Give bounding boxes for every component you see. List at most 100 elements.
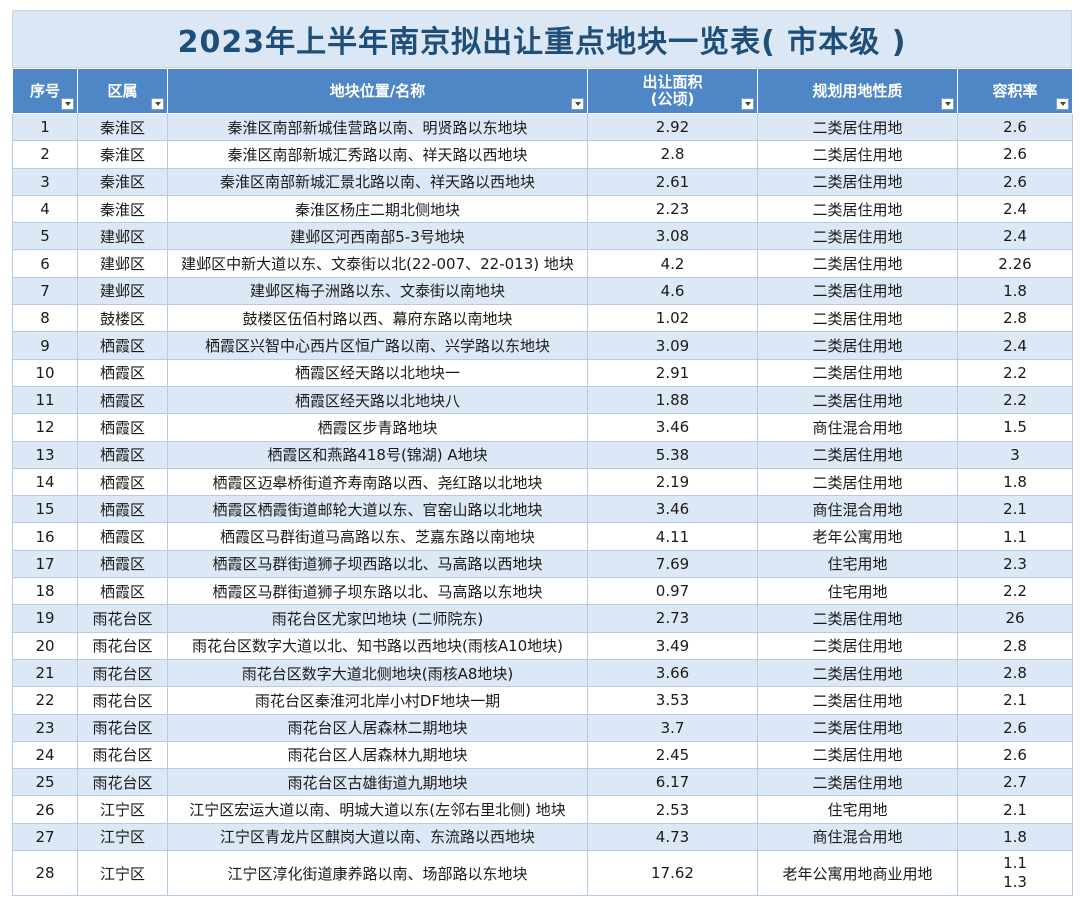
header-area[interactable]: 出让面积 (公顷) bbox=[587, 68, 758, 114]
cell-no[interactable]: 11 bbox=[12, 385, 78, 415]
cell-location[interactable]: 秦淮区南部新城汇景北路以南、祥天路以西地块 bbox=[167, 167, 588, 196]
cell-area[interactable]: 7.69 bbox=[587, 549, 758, 579]
cell-no[interactable]: 25 bbox=[12, 768, 78, 797]
cell-district[interactable]: 雨花台区 bbox=[77, 768, 168, 797]
cell-area[interactable]: 2.19 bbox=[587, 467, 758, 497]
filter-dropdown-icon[interactable] bbox=[571, 98, 584, 110]
cell-location[interactable]: 雨花台区数字大道以北、知书路以西地块(雨核A10地块) bbox=[167, 631, 588, 660]
cell-use[interactable]: 二类居住用地 bbox=[757, 740, 958, 770]
cell-no[interactable]: 12 bbox=[12, 413, 78, 442]
cell-no[interactable]: 26 bbox=[12, 795, 78, 824]
table-row[interactable]: 3 秦淮区 秦淮区南部新城汇景北路以南、祥天路以西地块 2.61 二类居住用地 2.6 bbox=[12, 167, 1073, 196]
header-far[interactable]: 容积率 bbox=[957, 68, 1073, 114]
cell-no[interactable]: 15 bbox=[12, 495, 78, 524]
cell-no[interactable]: 16 bbox=[12, 522, 78, 551]
cell-use[interactable]: 二类居住用地 bbox=[757, 686, 958, 715]
cell-far[interactable]: 2.7 bbox=[957, 768, 1073, 797]
table-row[interactable]: 11 栖霞区 栖霞区经天路以北地块八 1.88 二类居住用地 2.2 bbox=[12, 385, 1073, 415]
table-row[interactable]: 2 秦淮区 秦淮区南部新城汇秀路以南、祥天路以西地块 2.8 二类居住用地 2.6 bbox=[12, 140, 1073, 169]
cell-location[interactable]: 建邺区中新大道以东、文泰街以北(22-007、22-013) 地块 bbox=[167, 249, 588, 278]
header-location[interactable]: 地块位置/名称 bbox=[167, 68, 588, 114]
cell-location[interactable]: 雨花台区尤家凹地块 (二师院东) bbox=[167, 604, 588, 633]
cell-use[interactable]: 二类居住用地 bbox=[757, 331, 958, 360]
table-row[interactable]: 15 栖霞区 栖霞区栖霞街道邮轮大道以东、官窑山路以北地块 3.46 商住混合用地 2.1 bbox=[12, 495, 1073, 524]
cell-district[interactable]: 雨花台区 bbox=[77, 686, 168, 715]
cell-location[interactable]: 鼓楼区伍佰村路以西、幕府东路以南地块 bbox=[167, 304, 588, 333]
cell-area[interactable]: 3.46 bbox=[587, 495, 758, 524]
cell-location[interactable]: 栖霞区迈皋桥街道齐寿南路以西、尧红路以北地块 bbox=[167, 467, 588, 497]
cell-use[interactable]: 二类居住用地 bbox=[757, 167, 958, 196]
cell-district[interactable]: 栖霞区 bbox=[77, 440, 168, 469]
cell-location[interactable]: 雨花台区数字大道北侧地块(雨核A8地块) bbox=[167, 658, 588, 688]
cell-location[interactable]: 江宁区淳化街道康养路以南、场部路以东地块 bbox=[167, 850, 588, 897]
cell-no[interactable]: 23 bbox=[12, 713, 78, 742]
cell-location[interactable]: 雨花台区人居森林二期地块 bbox=[167, 713, 588, 742]
cell-area[interactable]: 4.6 bbox=[587, 276, 758, 306]
cell-far[interactable]: 2.4 bbox=[957, 194, 1073, 224]
cell-no[interactable]: 13 bbox=[12, 440, 78, 469]
cell-district[interactable]: 栖霞区 bbox=[77, 385, 168, 415]
cell-area[interactable]: 2.23 bbox=[587, 194, 758, 224]
cell-district[interactable]: 秦淮区 bbox=[77, 140, 168, 169]
cell-far[interactable]: 2.2 bbox=[957, 577, 1073, 606]
table-row[interactable]: 8 鼓楼区 鼓楼区伍佰村路以西、幕府东路以南地块 1.02 二类居住用地 2.8 bbox=[12, 304, 1073, 333]
cell-location[interactable]: 秦淮区杨庄二期北侧地块 bbox=[167, 194, 588, 224]
table-row[interactable]: 24 雨花台区 雨花台区人居森林九期地块 2.45 二类居住用地 2.6 bbox=[12, 740, 1073, 770]
cell-district[interactable]: 江宁区 bbox=[77, 822, 168, 852]
cell-no[interactable]: 17 bbox=[12, 549, 78, 579]
cell-use[interactable]: 二类居住用地 bbox=[757, 249, 958, 278]
cell-district[interactable]: 栖霞区 bbox=[77, 331, 168, 360]
cell-area[interactable]: 4.2 bbox=[587, 249, 758, 278]
cell-use[interactable]: 二类居住用地 bbox=[757, 440, 958, 469]
cell-area[interactable]: 3.53 bbox=[587, 686, 758, 715]
cell-use[interactable]: 二类居住用地 bbox=[757, 768, 958, 797]
filter-dropdown-icon[interactable] bbox=[61, 98, 74, 110]
table-row[interactable]: 27 江宁区 江宁区青龙片区麒岗大道以南、东流路以西地块 4.73 商住混合用地 1.8 bbox=[12, 822, 1073, 852]
cell-area[interactable]: 2.73 bbox=[587, 604, 758, 633]
cell-location[interactable]: 栖霞区马群街道狮子坝东路以北、马高路以东地块 bbox=[167, 577, 588, 606]
cell-far[interactable]: 2.8 bbox=[957, 631, 1073, 660]
cell-far[interactable]: 2.3 bbox=[957, 549, 1073, 579]
cell-far[interactable]: 1.8 bbox=[957, 467, 1073, 497]
table-row[interactable]: 9 栖霞区 栖霞区兴智中心西片区恒广路以南、兴学路以东地块 3.09 二类居住用地 2.4 bbox=[12, 331, 1073, 360]
cell-location[interactable]: 栖霞区经天路以北地块八 bbox=[167, 385, 588, 415]
cell-area[interactable]: 0.97 bbox=[587, 577, 758, 606]
table-row[interactable]: 7 建邺区 建邺区梅子洲路以东、文泰街以南地块 4.6 二类居住用地 1.8 bbox=[12, 276, 1073, 306]
cell-district[interactable]: 秦淮区 bbox=[77, 194, 168, 224]
table-row[interactable]: 20 雨花台区 雨花台区数字大道以北、知书路以西地块(雨核A10地块) 3.49 二类居… bbox=[12, 631, 1073, 660]
cell-use[interactable]: 商住混合用地 bbox=[757, 495, 958, 524]
cell-use[interactable]: 二类居住用地 bbox=[757, 222, 958, 251]
cell-area[interactable]: 3.66 bbox=[587, 658, 758, 688]
cell-far[interactable]: 2.1 bbox=[957, 686, 1073, 715]
cell-no[interactable]: 10 bbox=[12, 358, 78, 387]
cell-no[interactable]: 1 bbox=[12, 112, 78, 142]
table-row[interactable]: 6 建邺区 建邺区中新大道以东、文泰街以北(22-007、22-013) 地块 4.2… bbox=[12, 249, 1073, 278]
cell-use[interactable]: 商住混合用地 bbox=[757, 413, 958, 442]
cell-district[interactable]: 雨花台区 bbox=[77, 631, 168, 660]
cell-district[interactable]: 栖霞区 bbox=[77, 358, 168, 387]
table-row[interactable]: 1 秦淮区 秦淮区南部新城佳营路以南、明贤路以东地块 2.92 二类居住用地 2.6 bbox=[12, 112, 1073, 142]
header-no[interactable]: 序号 bbox=[12, 68, 78, 114]
cell-area[interactable]: 1.02 bbox=[587, 304, 758, 333]
cell-use[interactable]: 二类居住用地 bbox=[757, 304, 958, 333]
cell-far[interactable]: 2.6 bbox=[957, 740, 1073, 770]
cell-no[interactable]: 19 bbox=[12, 604, 78, 633]
table-row[interactable]: 14 栖霞区 栖霞区迈皋桥街道齐寿南路以西、尧红路以北地块 2.19 二类居住用地 1.8 bbox=[12, 467, 1073, 497]
cell-no[interactable]: 22 bbox=[12, 686, 78, 715]
table-row[interactable]: 5 建邺区 建邺区河西南部5-3号地块 3.08 二类居住用地 2.4 bbox=[12, 222, 1073, 251]
cell-no[interactable]: 28 bbox=[12, 850, 78, 897]
table-row[interactable]: 10 栖霞区 栖霞区经天路以北地块一 2.91 二类居住用地 2.2 bbox=[12, 358, 1073, 387]
cell-no[interactable]: 8 bbox=[12, 304, 78, 333]
cell-use[interactable]: 二类居住用地 bbox=[757, 604, 958, 633]
cell-no[interactable]: 21 bbox=[12, 658, 78, 688]
cell-use[interactable]: 住宅用地 bbox=[757, 549, 958, 579]
cell-far[interactable]: 2.2 bbox=[957, 358, 1073, 387]
cell-use[interactable]: 二类居住用地 bbox=[757, 658, 958, 688]
cell-district[interactable]: 雨花台区 bbox=[77, 740, 168, 770]
cell-location[interactable]: 栖霞区栖霞街道邮轮大道以东、官窑山路以北地块 bbox=[167, 495, 588, 524]
cell-no[interactable]: 27 bbox=[12, 822, 78, 852]
table-row[interactable]: 23 雨花台区 雨花台区人居森林二期地块 3.7 二类居住用地 2.6 bbox=[12, 713, 1073, 742]
cell-no[interactable]: 2 bbox=[12, 140, 78, 169]
cell-no[interactable]: 6 bbox=[12, 249, 78, 278]
cell-far[interactable]: 3 bbox=[957, 440, 1073, 469]
